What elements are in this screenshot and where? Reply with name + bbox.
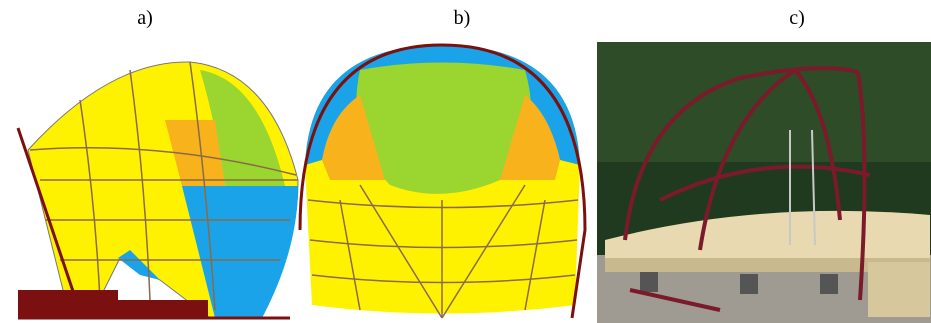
figure: a) b) c) (0, 0, 931, 323)
panel-c-photo (597, 42, 931, 323)
panel-b-drawing (300, 45, 585, 318)
panel-a-drawing (18, 62, 298, 318)
panel-label: a) (137, 7, 153, 29)
panel-label: b) (454, 7, 471, 29)
panel-label: c) (789, 7, 805, 29)
